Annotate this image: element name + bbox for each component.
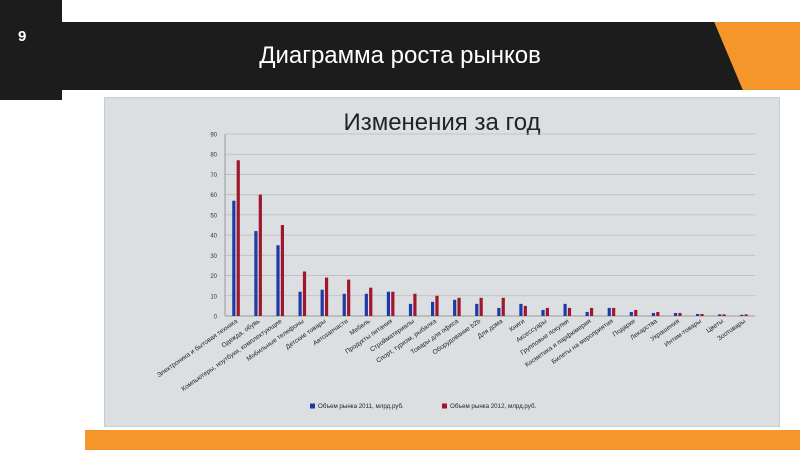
- bar: [744, 314, 748, 316]
- slide-title: Диаграмма роста рынков: [259, 42, 541, 69]
- bar: [457, 297, 461, 316]
- bar: [634, 309, 638, 316]
- bar: [298, 291, 302, 316]
- bar: [320, 289, 324, 316]
- bar: [342, 293, 346, 316]
- bar: [740, 314, 744, 316]
- bar: [497, 307, 501, 316]
- bar: [541, 309, 545, 316]
- footer-orange-bar: [85, 430, 800, 450]
- bar: [567, 307, 572, 316]
- legend-swatch: [442, 403, 447, 409]
- bar: [585, 311, 589, 316]
- bar: [453, 299, 457, 316]
- bar: [523, 305, 527, 316]
- bar: [718, 314, 722, 316]
- bar: [589, 307, 594, 316]
- y-tick-label: 0: [214, 315, 218, 321]
- legend-label: Объем рынка 2011, млрд.руб.: [318, 403, 404, 410]
- y-tick-label: 30: [210, 254, 217, 260]
- bar: [475, 303, 479, 316]
- bar: [369, 287, 373, 316]
- bar: [324, 277, 329, 316]
- bar: [276, 245, 280, 316]
- y-tick-label: 70: [210, 173, 217, 179]
- bar: [651, 312, 656, 316]
- bar: [479, 297, 483, 316]
- x-tick-label: Для дома: [476, 318, 504, 341]
- bar: [391, 291, 395, 316]
- y-tick-label: 40: [210, 234, 217, 240]
- bar: [254, 231, 258, 316]
- slide-number: 9: [18, 28, 27, 45]
- bar: [563, 303, 567, 316]
- bar: [629, 311, 633, 316]
- x-tick-label: Электроника и бытовая техника: [155, 317, 239, 379]
- bar-chart: Изменения за год 0 10 20 30 40 50 60 70 80 90 Элект…: [155, 109, 755, 410]
- bar: [232, 200, 236, 316]
- bar: [673, 312, 678, 316]
- y-tick-label: 20: [210, 274, 217, 280]
- bar: [722, 314, 726, 316]
- bar: [545, 307, 550, 316]
- bar: [364, 293, 368, 316]
- bar: [612, 307, 616, 316]
- bar: [302, 271, 307, 316]
- bar: [280, 225, 285, 316]
- bar: [435, 295, 439, 316]
- y-tick-label: 90: [210, 133, 217, 139]
- header-bar: [50, 22, 800, 90]
- chart-title: Изменения за год: [343, 109, 540, 136]
- bar: [413, 293, 417, 316]
- legend-swatch: [310, 403, 315, 409]
- bar: [347, 279, 351, 316]
- bar: [408, 303, 413, 316]
- legend-label: Объем рынка 2012, млрд.руб.: [450, 403, 537, 410]
- bar: [656, 311, 660, 316]
- bar: [430, 301, 435, 316]
- y-tick-label: 80: [210, 153, 217, 159]
- bar: [700, 313, 704, 316]
- bar: [236, 160, 240, 316]
- y-tick-label: 50: [210, 213, 217, 219]
- chart-frame: Изменения за год 0 10 20 30 40 50 60 70 80 90 Элект…: [104, 97, 780, 427]
- y-tick-label: 10: [210, 294, 217, 300]
- x-tick-label: Книги: [508, 318, 526, 334]
- bar: [386, 291, 391, 316]
- bar: [695, 313, 700, 316]
- y-tick-label: 60: [210, 193, 217, 199]
- bar: [258, 194, 262, 316]
- bar: [607, 307, 611, 316]
- bar: [678, 312, 682, 316]
- bar: [501, 297, 505, 316]
- bar: [519, 303, 523, 316]
